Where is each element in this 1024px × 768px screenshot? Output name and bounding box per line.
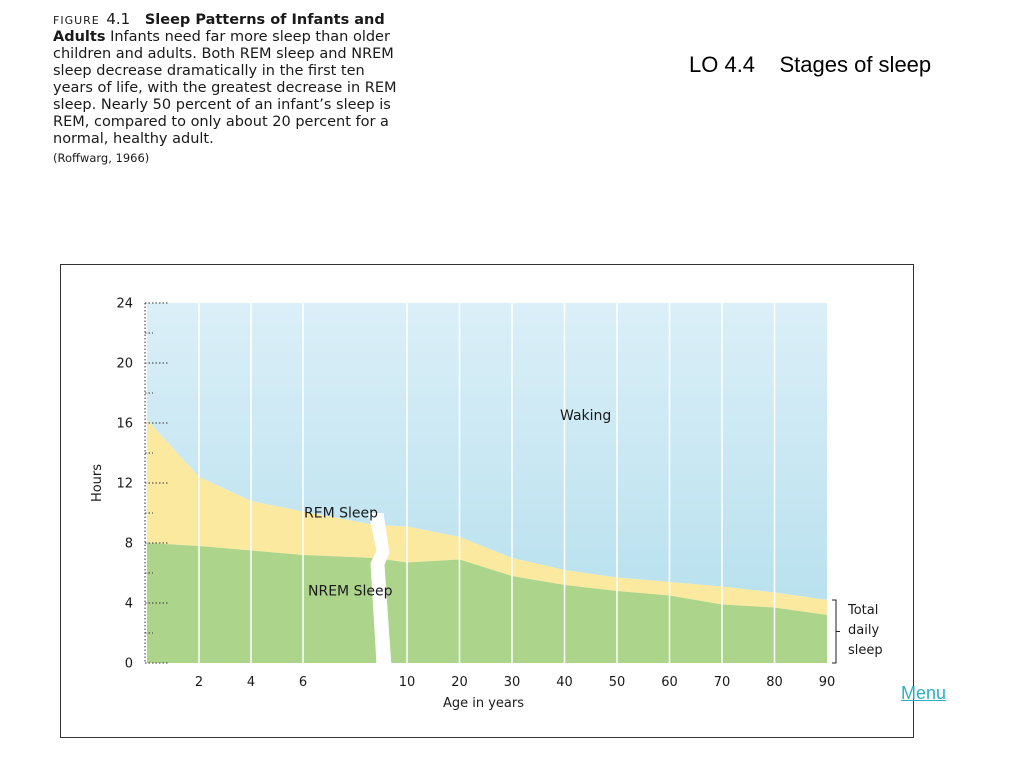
waking-label: Waking: [560, 408, 611, 424]
total-sleep-bracket: [832, 599, 840, 664]
x-tick-label: 6: [299, 675, 307, 690]
x-tick-label: 4: [247, 675, 255, 690]
x-tick-label: 20: [451, 675, 468, 690]
menu-link[interactable]: Menu: [901, 683, 947, 703]
rem-sleep-area: [147, 420, 827, 615]
axis-break: [368, 513, 393, 681]
x-tick-label: 40: [556, 675, 573, 690]
figure-body: Infants need far more sleep than older c…: [53, 29, 397, 147]
x-tick-label: 10: [399, 675, 416, 690]
y-tick-label: 0: [125, 657, 133, 672]
nrem-sleep-label: NREM Sleep: [308, 584, 393, 600]
x-tick-label: 60: [661, 675, 678, 690]
y-tick-label: 24: [116, 297, 133, 312]
x-axis-label: Age in years: [443, 696, 524, 711]
x-tick-label: 30: [504, 675, 521, 690]
bracket-label-line: daily: [848, 623, 879, 638]
chart-frame: 0 4 8 12 16 20 24 2 4 6 10 20 30 40 50 60 70 80 90 Age in y…: [60, 264, 914, 738]
y-tick-label: 16: [116, 417, 133, 432]
x-tick-label: 50: [609, 675, 626, 690]
slide-title: LO 4.4 Stages of sleep: [689, 52, 932, 77]
figure-label: FIGURE: [53, 14, 100, 27]
nrem-sleep-area: [147, 543, 827, 663]
figure-caption: FIGURE 4.1 Sleep Patterns of Infants and…: [53, 11, 403, 167]
bracket-label-line: Total: [847, 603, 878, 618]
y-tick-label: 20: [116, 357, 133, 372]
bracket-label-line: sleep: [848, 643, 883, 658]
y-tick-label: 4: [125, 597, 133, 612]
rem-sleep-label: REM Sleep: [304, 506, 378, 522]
figure-number: 4.1: [106, 10, 131, 28]
x-tick-label: 2: [195, 675, 203, 690]
y-tick-label: 8: [125, 537, 133, 552]
waking-area: [147, 303, 827, 600]
x-tick-label: 70: [714, 675, 731, 690]
figure-title: Sleep Patterns of Infants and Adults: [53, 12, 385, 45]
x-tick-label: 80: [766, 675, 783, 690]
y-axis-label: Hours: [90, 464, 105, 502]
figure-citation: (Roffwarg, 1966): [53, 151, 150, 165]
x-tick-label: 90: [819, 675, 836, 690]
y-tick-label: 12: [116, 477, 133, 492]
